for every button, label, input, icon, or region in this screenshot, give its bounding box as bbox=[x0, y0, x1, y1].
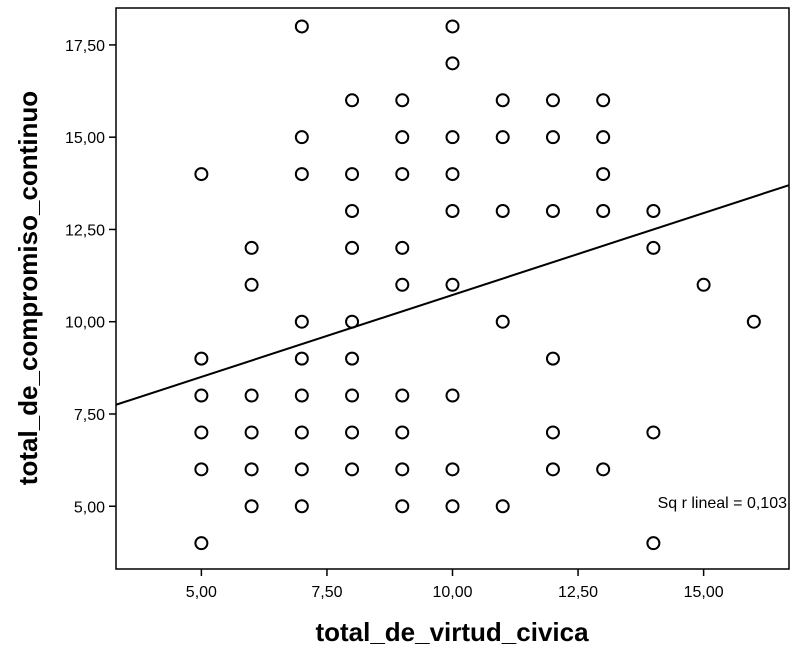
data-point bbox=[445, 388, 460, 403]
data-point bbox=[294, 351, 309, 366]
data-point bbox=[445, 277, 460, 292]
data-point bbox=[244, 388, 259, 403]
data-point bbox=[345, 167, 360, 182]
data-point bbox=[345, 240, 360, 255]
y-tick-label: 12,50 bbox=[65, 222, 105, 239]
y-tick-label: 7,50 bbox=[74, 407, 105, 424]
data-point bbox=[646, 203, 661, 218]
data-point bbox=[244, 240, 259, 255]
data-point bbox=[194, 167, 209, 182]
data-point bbox=[345, 388, 360, 403]
data-point bbox=[294, 130, 309, 145]
data-point bbox=[294, 499, 309, 514]
data-point bbox=[244, 499, 259, 514]
data-point bbox=[495, 93, 510, 108]
data-point bbox=[696, 277, 711, 292]
data-point bbox=[596, 203, 611, 218]
data-point bbox=[244, 425, 259, 440]
data-point bbox=[596, 167, 611, 182]
x-tick-label: 10,00 bbox=[432, 584, 472, 601]
data-point bbox=[545, 351, 560, 366]
data-point bbox=[244, 277, 259, 292]
x-tick-label: 5,00 bbox=[186, 584, 217, 601]
data-point bbox=[646, 425, 661, 440]
data-point bbox=[395, 462, 410, 477]
data-point bbox=[596, 130, 611, 145]
y-tick-label: 17,50 bbox=[65, 38, 105, 55]
data-point bbox=[445, 56, 460, 71]
data-point bbox=[345, 203, 360, 218]
data-point bbox=[395, 240, 410, 255]
data-point bbox=[395, 499, 410, 514]
data-point bbox=[345, 462, 360, 477]
data-point bbox=[345, 351, 360, 366]
y-axis-title: total_de_compromiso_continuo bbox=[13, 91, 43, 485]
y-tick-label: 10,00 bbox=[65, 315, 105, 332]
data-point bbox=[545, 203, 560, 218]
data-point bbox=[395, 93, 410, 108]
data-point bbox=[495, 130, 510, 145]
data-point bbox=[596, 462, 611, 477]
data-point bbox=[294, 425, 309, 440]
fit-line-group bbox=[115, 184, 790, 406]
x-axis-title: total_de_virtud_civica bbox=[315, 617, 589, 647]
data-point bbox=[194, 388, 209, 403]
data-point bbox=[445, 130, 460, 145]
data-point bbox=[194, 536, 209, 551]
data-point bbox=[194, 462, 209, 477]
data-point bbox=[545, 425, 560, 440]
data-point bbox=[294, 19, 309, 34]
data-point bbox=[345, 425, 360, 440]
data-point bbox=[445, 462, 460, 477]
data-points bbox=[194, 19, 761, 551]
data-point bbox=[545, 462, 560, 477]
data-point bbox=[646, 240, 661, 255]
plot-area-frame bbox=[115, 7, 790, 570]
data-point bbox=[445, 19, 460, 34]
data-point bbox=[395, 277, 410, 292]
data-point bbox=[495, 203, 510, 218]
data-point bbox=[345, 314, 360, 329]
data-point bbox=[294, 462, 309, 477]
data-point bbox=[395, 425, 410, 440]
data-point bbox=[545, 130, 560, 145]
data-point bbox=[194, 351, 209, 366]
data-point bbox=[545, 93, 560, 108]
data-point bbox=[445, 203, 460, 218]
data-point bbox=[395, 388, 410, 403]
y-tick-label: 15,00 bbox=[65, 130, 105, 147]
data-point bbox=[646, 536, 661, 551]
x-tick-label: 12,50 bbox=[558, 584, 598, 601]
x-tick-label: 15,00 bbox=[684, 584, 724, 601]
fit-line bbox=[115, 184, 790, 406]
data-point bbox=[395, 167, 410, 182]
data-point bbox=[445, 499, 460, 514]
data-point bbox=[194, 425, 209, 440]
x-tick-label: 7,50 bbox=[311, 584, 342, 601]
data-point bbox=[244, 462, 259, 477]
x-axis-ticks: 5,00 7,50 10,00 12,50 15,00 bbox=[186, 569, 724, 601]
y-tick-label: 5,00 bbox=[74, 499, 105, 516]
data-point bbox=[395, 130, 410, 145]
data-point bbox=[495, 499, 510, 514]
data-point bbox=[294, 167, 309, 182]
data-point bbox=[445, 167, 460, 182]
data-point bbox=[495, 314, 510, 329]
y-axis-ticks: 5,00 7,50 10,00 12,50 15,00 17,50 bbox=[65, 38, 116, 516]
data-point bbox=[294, 314, 309, 329]
data-point bbox=[746, 314, 761, 329]
fit-annotation: Sq r lineal = 0,103 bbox=[658, 495, 788, 512]
data-point bbox=[596, 93, 611, 108]
data-point bbox=[294, 388, 309, 403]
data-point bbox=[345, 93, 360, 108]
